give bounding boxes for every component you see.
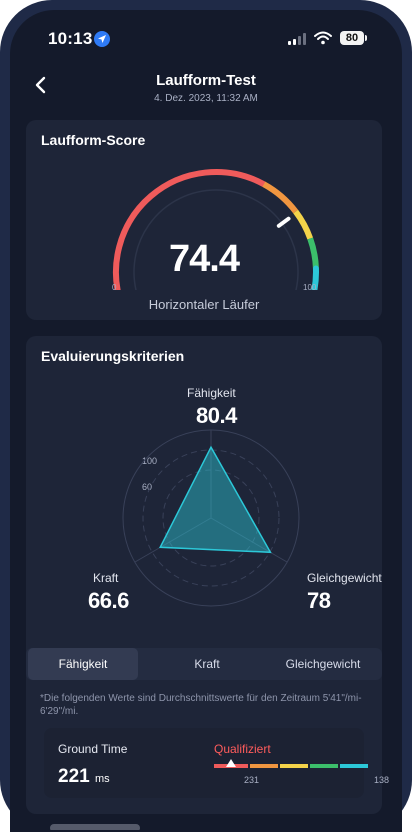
metric-bar-segment [310,764,338,768]
gauge-needle [276,216,291,228]
location-arrow-icon [94,31,110,47]
axis-label-gleichgewicht: Gleichgewicht [307,571,382,585]
wifi-icon [314,31,332,45]
page-subtitle: 4. Dez. 2023, 11:32 AM [154,93,258,104]
metric-number: 221 [58,766,90,787]
score-category: Horizontaler Läufer [148,297,260,312]
status-bar: 10:13 80 [10,10,402,54]
metric-range-bar [214,759,370,768]
score-value: 74.4 [169,238,240,280]
gauge-max-label: 100 [303,283,317,292]
radar-ring-mid [142,449,280,587]
metric-range-max: 138 [374,775,390,785]
page-title: Laufform-Test [156,72,256,89]
ground-time-card[interactable]: Ground Time 221 ms Qualifiziert 231 138 [44,728,389,798]
gauge-arc-segment [311,265,319,290]
next-metric-peek [50,820,370,830]
tab-faehigkeit[interactable]: Fähigkeit [28,648,138,680]
gauge-arc-segment [262,181,299,214]
metric-title: Ground Time [58,742,128,756]
radar-chart [122,429,300,607]
radar-axis-left [134,517,212,563]
metric-range-min: 231 [244,775,260,785]
score-card: Laufform-Score 0 100 74.4 Horizontaler L… [26,120,382,320]
status-time: 10:13 [48,29,93,48]
radar-value-polygon [159,445,272,554]
axis-label-faehigkeit: Fähigkeit [187,386,236,400]
page-header: Laufform-Test 4. Dez. 2023, 11:32 AM [10,66,402,110]
metric-unit: ms [94,773,110,785]
metric-status: Qualifiziert [214,742,271,756]
footnote-text: *Die folgenden Werte sind Durchschnittsw… [40,693,362,717]
next-metric-title-placeholder [50,824,140,830]
axis-value-gleichgewicht: 78 [307,588,331,613]
back-chevron-icon[interactable] [30,74,52,96]
tab-kraft[interactable]: Kraft [194,657,220,671]
radar-axis-right [210,517,288,563]
gauge-arc-segment [113,169,267,290]
cellular-signal-icon [288,33,306,45]
gauge-arc-segment [293,209,314,240]
score-card-title: Laufform-Score [41,132,146,148]
metric-marker-icon [226,759,236,767]
score-gauge [113,169,319,290]
criteria-tabs: Fähigkeit Kraft Gleichgewicht [26,648,382,680]
metric-value: 221 ms [58,766,110,788]
axis-value-kraft: 66.6 [88,588,129,613]
radar-tick-60: 60 [142,482,153,492]
tab-gleichgewicht[interactable]: Gleichgewicht [285,657,361,671]
metric-bar-segment [250,764,278,768]
gauge-inner-track [133,189,299,290]
radar-tick-100: 100 [142,456,158,466]
evaluation-title: Evaluierungskriterien [41,348,185,364]
battery-indicator: 80 [340,31,367,45]
battery-level: 80 [345,32,359,44]
gauge-min-label: 0 [112,283,117,292]
axis-value-faehigkeit: 80.4 [196,403,237,428]
screen: 10:13 80 Laufform-T [10,10,402,832]
metric-bar-segment [340,764,368,768]
axis-label-kraft: Kraft [93,571,119,585]
metric-bar-segment [280,764,308,768]
